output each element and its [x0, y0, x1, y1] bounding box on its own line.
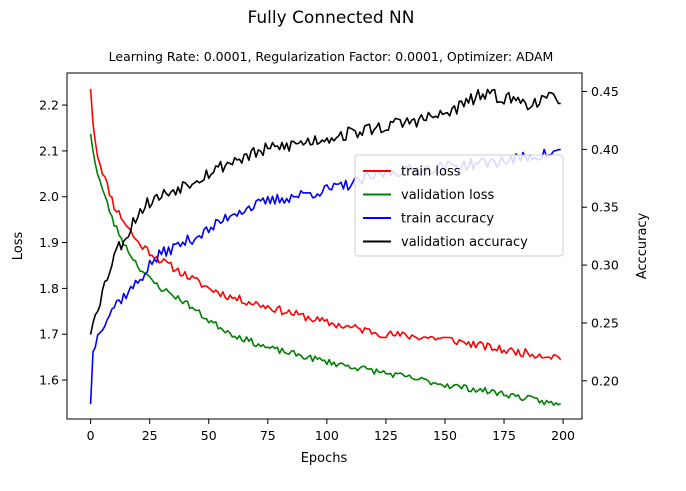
legend-label: train accuracy — [401, 212, 494, 227]
x-tick-label: 100 — [315, 428, 339, 443]
legend: train loss validation loss train accuracy v… — [354, 154, 564, 257]
x-tick-label: 0 — [87, 428, 95, 443]
x-tick-label: 150 — [433, 428, 457, 443]
y-axis-right: 0.20 0.25 0.30 0.35 0.40 0.45 — [582, 84, 619, 388]
x-tick-label: 125 — [374, 428, 398, 443]
y-tick-label-left: 1.7 — [39, 327, 59, 342]
y-tick-label-left: 1.6 — [39, 373, 59, 388]
y-tick-label-left: 2.0 — [39, 189, 59, 204]
x-tick-label: 50 — [201, 428, 217, 443]
y-tick-label-right: 0.40 — [591, 142, 619, 157]
x-tick-label: 175 — [492, 428, 516, 443]
series-layer — [89, 88, 562, 407]
x-tick-label: 25 — [142, 428, 158, 443]
y-tick-label-right: 0.25 — [591, 315, 619, 330]
x-tick-label: 200 — [551, 428, 575, 443]
series-line-train-loss — [89, 88, 562, 361]
legend-label: validation loss — [401, 188, 494, 203]
legend-box — [354, 154, 564, 257]
y-tick-label-left: 1.9 — [39, 235, 59, 250]
x-tick-label: 75 — [260, 428, 276, 443]
series-line-validation-loss — [89, 133, 561, 407]
y-tick-label-left: 1.8 — [39, 281, 59, 296]
y-tick-label-right: 0.45 — [591, 84, 619, 99]
chart-title: Fully Connected NN — [248, 8, 415, 28]
y-axis-left: 1.6 1.7 1.8 1.9 2.0 2.1 2.2 — [39, 98, 67, 388]
legend-label: validation accuracy — [401, 235, 528, 250]
y-tick-label-right: 0.30 — [591, 258, 619, 273]
y-axis-label-right: Acccuracy — [635, 212, 650, 279]
y-axis-label-left: Loss — [11, 232, 26, 261]
y-tick-label-left: 2.1 — [39, 143, 59, 158]
x-axis: 0 25 50 75 100 125 150 175 200 — [87, 419, 575, 443]
chart-subtitle: Learning Rate: 0.0001, Regularization Fa… — [109, 49, 554, 64]
series-line-validation-accuracy — [89, 88, 561, 335]
x-axis-label: Epochs — [301, 451, 348, 466]
legend-label: train loss — [401, 165, 461, 180]
y-tick-label-right: 0.35 — [591, 200, 619, 215]
y-tick-label-right: 0.20 — [591, 373, 619, 388]
y-tick-label-left: 2.2 — [39, 98, 59, 113]
plot-frame — [66, 72, 583, 420]
